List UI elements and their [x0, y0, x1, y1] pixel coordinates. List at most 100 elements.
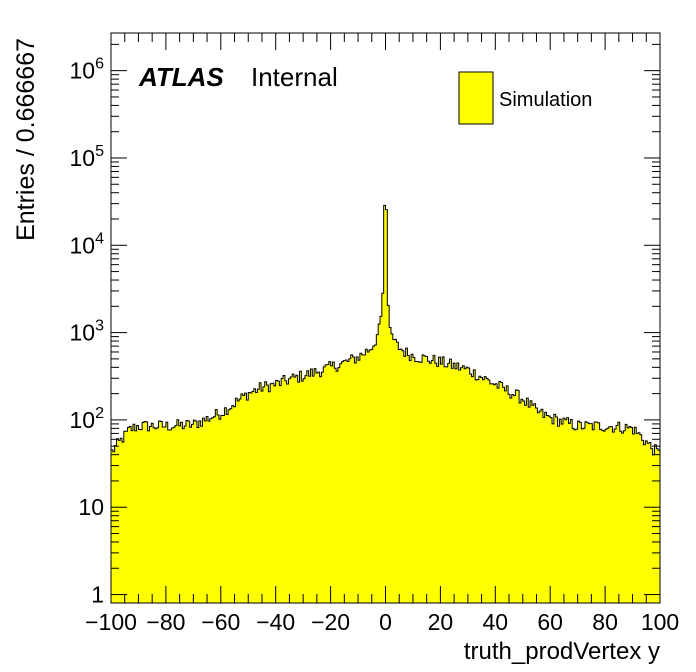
histogram-bin	[207, 421, 211, 603]
histogram-bin	[303, 378, 306, 603]
histogram-bin	[487, 380, 491, 603]
histogram-bin	[134, 430, 138, 603]
histogram-bin	[552, 423, 555, 603]
histogram-bin	[164, 426, 167, 603]
histogram-bin	[286, 383, 289, 603]
histogram-bin	[467, 368, 471, 603]
histogram-bin	[358, 360, 361, 603]
histogram-bin	[572, 428, 575, 603]
histogram-bin	[369, 349, 372, 603]
histogram-bin	[330, 365, 333, 603]
histogram-bin	[255, 392, 258, 603]
histogram-bin	[636, 433, 639, 603]
histogram-bin	[339, 363, 342, 603]
histogram-bin	[431, 360, 434, 603]
histogram-bin	[555, 416, 558, 603]
legend-label-simulation: Simulation	[499, 89, 592, 111]
legend-swatch-simulation	[458, 71, 494, 125]
histogram-bin	[639, 434, 643, 603]
histogram-bin	[120, 438, 123, 603]
histogram-bin	[484, 376, 487, 603]
histogram-bin	[471, 376, 474, 603]
histogram-bin	[295, 375, 299, 603]
histogram-bin	[550, 417, 553, 603]
histogram-bin	[482, 379, 485, 603]
histogram-bin	[592, 429, 595, 603]
histogram-bin	[294, 377, 297, 603]
histogram-bin	[270, 383, 273, 603]
histogram-bin	[297, 382, 300, 603]
x-axis-tick-label: −40	[256, 609, 295, 635]
x-axis-tick-label: 80	[592, 609, 618, 635]
histogram-bin	[398, 349, 401, 603]
histogram-bin	[405, 348, 408, 603]
histogram-bin	[275, 380, 278, 603]
histogram-bin	[209, 418, 213, 603]
histogram-bin	[261, 391, 264, 603]
histogram-bin	[478, 376, 482, 603]
histogram-bin	[131, 430, 134, 603]
histogram-bin	[224, 407, 227, 603]
histogram-bin	[544, 412, 547, 603]
y-axis-tick-label: 1	[91, 582, 104, 608]
histogram-bin	[198, 420, 202, 603]
histogram-bin	[531, 405, 535, 603]
histogram-bin	[325, 364, 328, 603]
histogram-bin	[409, 360, 412, 603]
histogram-bin	[180, 422, 183, 603]
histogram-bin	[312, 376, 315, 603]
histogram-bin	[537, 412, 540, 603]
histogram-bin	[154, 428, 158, 603]
histogram-bin	[202, 418, 205, 603]
histogram-bin	[215, 409, 218, 603]
histogram-bin	[442, 356, 445, 603]
histogram-bin	[283, 375, 286, 603]
histogram-bin	[425, 356, 428, 603]
histogram-bin	[460, 367, 463, 603]
histogram-bin	[233, 406, 236, 603]
histogram-bin	[328, 361, 331, 603]
histogram-bin	[290, 376, 293, 603]
histogram-bin	[396, 342, 399, 603]
y-axis-ticks: 1 10 102 103 104 105 106	[70, 43, 660, 608]
histogram-bin	[623, 430, 626, 603]
histogram-bin	[466, 367, 469, 603]
histogram-bin	[147, 430, 150, 603]
histogram-bin	[418, 362, 421, 603]
y-axis-tick-label: 103	[70, 318, 105, 346]
histogram-bin	[140, 429, 143, 603]
y-axis-tick-label: 105	[70, 143, 105, 171]
histogram-bin	[367, 351, 370, 603]
histogram-bin	[374, 345, 377, 603]
y-axis-tick-label: 104	[70, 230, 105, 258]
histogram-bin	[625, 424, 628, 603]
histogram-bin	[160, 421, 163, 603]
histogram-bin	[387, 305, 390, 603]
histogram-bin	[455, 368, 458, 603]
histogram-bin	[231, 405, 235, 603]
histogram-bin	[359, 353, 363, 603]
histogram-bin	[621, 433, 624, 603]
histogram-bin	[389, 327, 392, 603]
histogram-bin	[541, 409, 544, 603]
histogram-bin	[628, 426, 632, 603]
histogram-bin	[350, 354, 353, 603]
histogram-bin	[641, 440, 644, 603]
histogram-bin	[489, 383, 493, 603]
histogram-bin	[337, 367, 341, 603]
histogram-bin	[517, 390, 520, 603]
histogram-bin	[654, 444, 657, 603]
histogram-bin	[652, 454, 655, 603]
histogram-bin	[608, 426, 611, 603]
x-axis-tick-label: 100	[641, 609, 679, 635]
histogram-bin	[301, 381, 304, 603]
histogram-bin	[165, 422, 169, 603]
histogram-bin	[638, 432, 641, 603]
histogram-bin	[383, 205, 386, 603]
histogram-bin	[601, 430, 604, 603]
atlas-status-label: Internal	[251, 62, 338, 92]
histogram-bin	[151, 423, 154, 603]
histogram-bin	[475, 379, 478, 603]
histogram-bin	[595, 422, 599, 603]
histogram-bin	[453, 363, 456, 603]
